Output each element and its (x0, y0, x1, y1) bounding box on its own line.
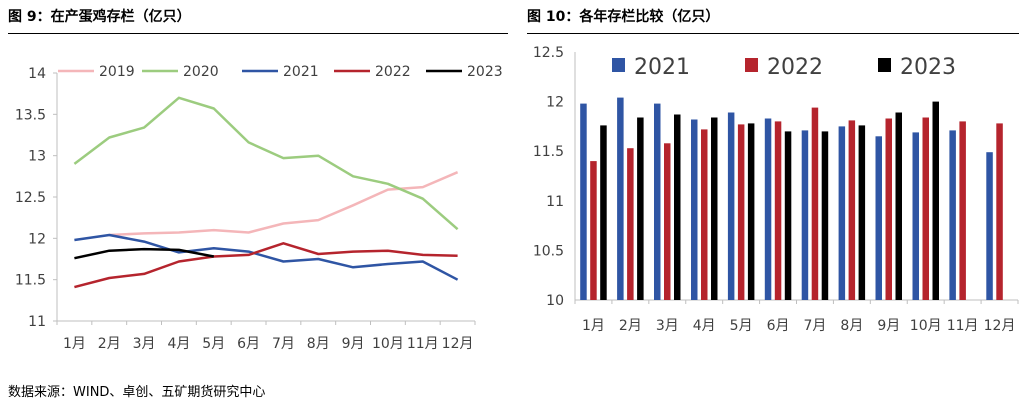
series-line-2021 (74, 233, 459, 281)
bar-2022 (737, 124, 745, 301)
bar-2023 (895, 112, 902, 300)
bar-2023 (747, 123, 755, 301)
legend-label-2023: 2023 (900, 55, 956, 80)
y-tick-label: 12 (28, 231, 46, 247)
bar-2023 (821, 131, 829, 300)
x-tick-label: 6月 (767, 318, 790, 334)
x-tick-label: 6月 (237, 336, 260, 352)
x-tick-label: 1月 (63, 336, 86, 352)
x-tick-label: 11月 (947, 318, 979, 334)
x-tick-label: 10月 (910, 318, 942, 334)
bar-2022 (922, 117, 929, 300)
x-tick-label: 4月 (693, 318, 716, 334)
x-tick-label: 2月 (98, 336, 121, 352)
x-tick-label: 12月 (442, 336, 474, 352)
legend-label-2023: 2023 (467, 64, 503, 80)
legend-label-2022: 2022 (767, 55, 823, 80)
x-tick-label: 9月 (877, 318, 900, 334)
series-line-2022 (74, 242, 458, 289)
bar-2021 (801, 130, 809, 300)
line-chart: 11 11.5 12 12.5 13 13.5 14 1月 2月 3月 4月 5月 6月 7月 8月 9月 10… (15, 64, 503, 352)
y-tick-label: 12.5 (15, 190, 46, 206)
legend-label-2019: 2019 (99, 64, 135, 80)
bar-2021 (617, 97, 624, 300)
bar-2022 (701, 129, 708, 300)
bar-2022 (627, 148, 634, 300)
bar-2021 (654, 103, 661, 300)
bar-2022 (664, 143, 671, 300)
x-tick-label: 9月 (342, 336, 365, 352)
legend-label-2020: 2020 (183, 64, 219, 80)
y-tick-label: 10.5 (533, 243, 564, 259)
x-tick-label: 2月 (619, 318, 642, 334)
x-tick-label: 1月 (582, 318, 605, 334)
bar-2021 (912, 132, 919, 300)
x-tick-label: 3月 (656, 318, 679, 334)
x-tick-label: 5月 (730, 318, 753, 334)
bar-2022 (590, 161, 597, 300)
line-chart-title-rule (8, 33, 508, 34)
x-tick-label: 8月 (307, 336, 330, 352)
bar-2023 (674, 114, 681, 300)
bar-2021 (691, 119, 698, 300)
legend-swatch-2022 (745, 58, 758, 72)
y-tick-label: 11 (28, 314, 46, 330)
bar-2023 (711, 117, 718, 300)
series-line-2023 (74, 247, 215, 260)
y-tick-label: 10 (546, 293, 564, 309)
bar-chart-title-rule (527, 33, 1019, 34)
bar-2021 (986, 152, 993, 300)
legend-label-2022: 2022 (375, 64, 411, 80)
y-tick-label: 13 (28, 149, 46, 165)
x-tick-label: 3月 (133, 336, 156, 352)
bar-2021 (764, 118, 772, 300)
y-tick-label: 11.5 (533, 144, 564, 160)
bar-2023 (784, 131, 792, 300)
bar-2022 (848, 120, 856, 301)
bar-2023 (858, 125, 866, 301)
y-tick-label: 11.5 (15, 273, 46, 289)
bar-2022 (774, 121, 782, 301)
bar-2023 (932, 101, 939, 300)
x-tick-label: 8月 (840, 318, 863, 334)
series-line-2020 (73, 96, 459, 231)
bar-2022 (959, 121, 966, 301)
line-chart-title: 图 9：在产蛋鸡存栏（亿只） (8, 9, 191, 25)
x-tick-label: 11月 (407, 336, 439, 352)
x-tick-label: 5月 (202, 336, 225, 352)
x-tick-label: 4月 (167, 336, 190, 352)
bar-chart-title: 图 10：各年存栏比较（亿只） (527, 9, 720, 25)
bar-2022 (811, 107, 819, 300)
bar-2022 (885, 118, 892, 300)
y-tick-label: 11 (546, 194, 564, 210)
source-note: 数据来源：WIND、卓创、五矿期货研究中心 (8, 385, 266, 400)
y-tick-label: 12.5 (533, 45, 564, 61)
bar-2023 (600, 125, 607, 301)
bar-2021 (949, 130, 956, 300)
y-tick-label: 14 (28, 66, 46, 82)
bar-2023 (637, 117, 644, 300)
x-tick-label: 7月 (803, 318, 826, 334)
x-tick-label: 7月 (272, 336, 295, 352)
y-tick-label: 12 (546, 95, 564, 111)
y-tick-label: 13.5 (15, 107, 46, 123)
legend-label-2021: 2021 (634, 55, 690, 80)
legend-swatch-2021 (612, 58, 625, 72)
bar-2022 (996, 123, 1003, 301)
x-tick-label: 10月 (372, 336, 404, 352)
bar-chart: 10 10.5 11 11.5 12 12.5 1月 2月 3月 4月 5月 6月 7月 8月 9月 10月 1… (533, 45, 1019, 334)
bar-2021 (580, 103, 587, 300)
x-tick-label: 12月 (984, 318, 1016, 334)
legend-swatch-2023 (878, 58, 891, 72)
bar-2021 (838, 126, 846, 301)
bar-2021 (875, 136, 882, 300)
bar-2021 (727, 112, 735, 300)
legend-label-2021: 2021 (283, 64, 319, 80)
